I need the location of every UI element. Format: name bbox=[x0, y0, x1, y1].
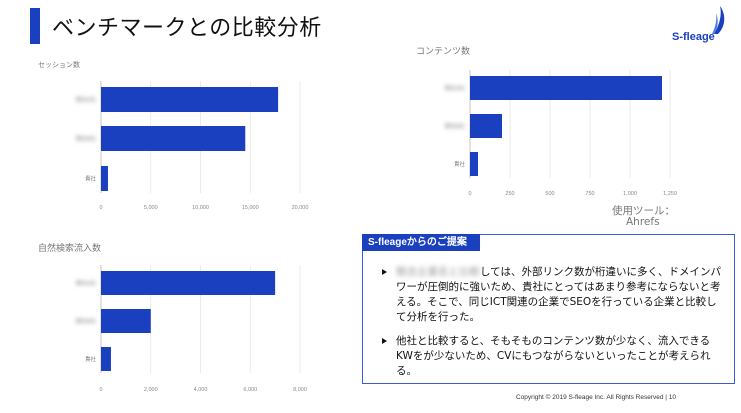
x-tick-label: 750 bbox=[585, 191, 594, 197]
page-title: ベンチマークとの比較分析 bbox=[52, 16, 322, 41]
s-fleage-logo-icon bbox=[712, 6, 725, 34]
bar bbox=[101, 166, 108, 191]
category-label: 貴社 bbox=[85, 355, 97, 363]
proposal-heading: S-fleageからのご提案 bbox=[362, 234, 480, 251]
x-tick-label: 2,000 bbox=[144, 387, 158, 393]
category-label: 競合B社 bbox=[445, 122, 466, 130]
proposal-bullet-1: 競合企業名と比較しては、外部リンク数が桁違いに多く、ドメインパワーが圧倒的に強い… bbox=[382, 265, 721, 325]
x-tick-label: 1,250 bbox=[663, 191, 677, 197]
chart-title-contents: コンテンツ数 bbox=[416, 47, 471, 57]
x-tick-label: 20,000 bbox=[292, 205, 309, 211]
proposal-bullet-2: 他社と比較すると、そもそものコンテンツ数が少なく、流入できるKWをが少ないため、… bbox=[382, 334, 721, 379]
bar bbox=[101, 87, 279, 112]
x-tick-label: 10,000 bbox=[192, 205, 209, 211]
proposal-box bbox=[362, 234, 735, 384]
title-accent-bar bbox=[30, 8, 40, 44]
x-tick-label: 5,000 bbox=[144, 205, 158, 211]
category-label: 競合B社 bbox=[76, 135, 97, 143]
chart-title-sessions: セッション数 bbox=[38, 61, 80, 69]
x-tick-label: 0 bbox=[468, 191, 471, 197]
bar bbox=[470, 114, 502, 138]
proposal-bullet-2-text: 他社と比較すると、そもそものコンテンツ数が少なく、流入できるKWをが少ないため、… bbox=[396, 335, 711, 377]
category-label: 貴社 bbox=[454, 160, 466, 168]
bar bbox=[470, 76, 662, 100]
bullet-arrow-icon bbox=[382, 269, 387, 275]
footer-copyright: Copyright © 2019 S-fleage Inc. All Right… bbox=[516, 394, 677, 401]
x-tick-label: 6,000 bbox=[243, 387, 257, 393]
bullet-arrow-icon bbox=[382, 338, 387, 344]
category-label: 競合B社 bbox=[76, 317, 97, 325]
x-tick-label: 0 bbox=[99, 205, 102, 211]
x-tick-label: 8,000 bbox=[293, 387, 307, 393]
redacted-company-name: 競合企業名と比較 bbox=[396, 266, 480, 278]
bar bbox=[101, 309, 151, 333]
proposal-bullet-1-text: しては、外部リンク数が桁違いに多く、ドメインパワーが圧倒的に強いため、貴社にとっ… bbox=[396, 266, 721, 323]
bar bbox=[470, 152, 478, 176]
bar bbox=[101, 347, 111, 371]
tool-label: 使用ツール： bbox=[612, 205, 675, 217]
category-label: 競合A社 bbox=[76, 279, 97, 287]
chart-title-organic: 自然検索流入数 bbox=[38, 244, 102, 254]
x-tick-label: 15,000 bbox=[242, 205, 259, 211]
tool-name: Ahrefs bbox=[626, 216, 660, 228]
x-tick-label: 1,000 bbox=[623, 191, 637, 197]
category-label: 競合A社 bbox=[445, 84, 466, 92]
x-tick-label: 250 bbox=[505, 191, 514, 197]
x-tick-label: 4,000 bbox=[194, 387, 208, 393]
category-label: 競合A社 bbox=[76, 96, 97, 104]
category-label: 貴社 bbox=[85, 175, 97, 183]
x-tick-label: 0 bbox=[99, 387, 102, 393]
logo-text: S-fleage bbox=[672, 31, 715, 43]
bar bbox=[101, 126, 246, 151]
bar bbox=[101, 271, 276, 295]
x-tick-label: 500 bbox=[545, 191, 554, 197]
